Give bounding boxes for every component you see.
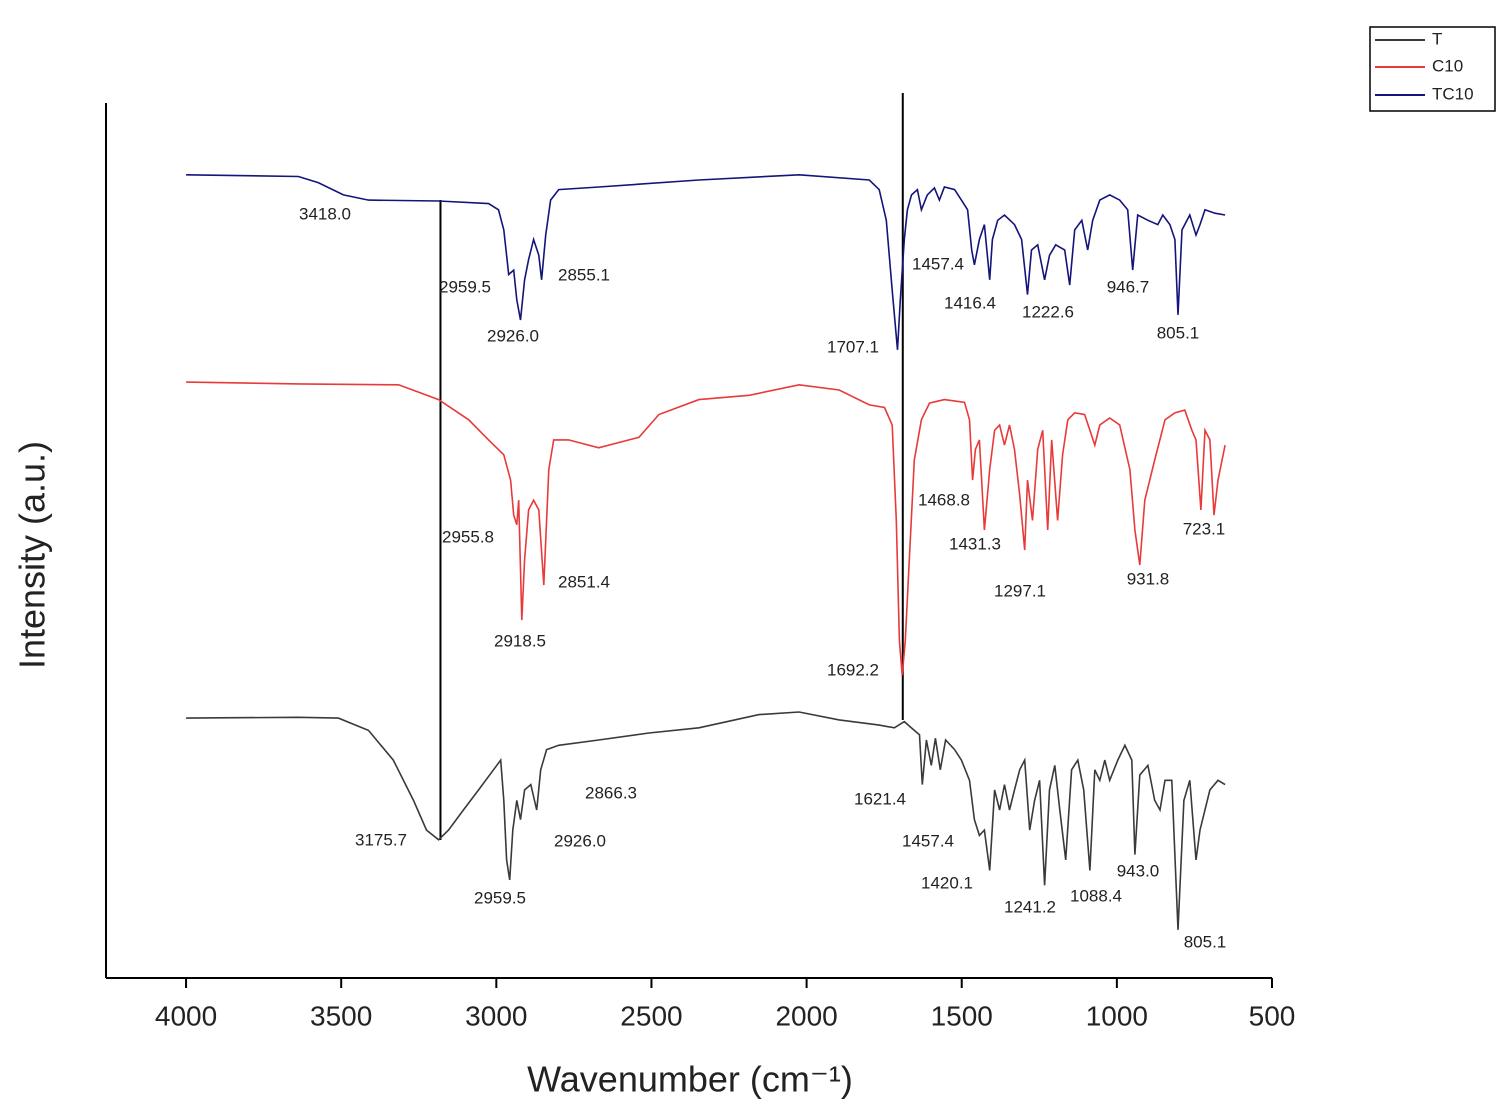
peak-label: 723.1 [1183, 519, 1226, 538]
peak-label: 1222.6 [1022, 302, 1074, 321]
spectrum-line [186, 381, 1226, 676]
peak-label: 1621.4 [854, 789, 906, 808]
peak-label: 1416.4 [944, 293, 996, 312]
x-tick-label: 2000 [775, 1000, 837, 1031]
x-tick-label: 500 [1249, 1000, 1296, 1031]
peak-label: 1420.1 [921, 873, 973, 892]
x-axis-title: Wavenumber (cm⁻¹) [527, 1059, 853, 1100]
spectrum-line [186, 711, 1226, 930]
peak-label: 2959.5 [474, 888, 526, 907]
peak-label: 2866.3 [585, 783, 637, 802]
legend-label: T [1432, 29, 1442, 48]
peak-label: 1431.3 [949, 534, 1001, 553]
peak-label: 1468.8 [918, 490, 970, 509]
peak-label: 931.8 [1127, 569, 1170, 588]
peak-label: 805.1 [1184, 932, 1227, 951]
peak-label: 3175.7 [355, 830, 407, 849]
x-tick-label: 3500 [310, 1000, 372, 1031]
peak-label: 3418.0 [299, 204, 351, 223]
peak-label: 2918.5 [494, 631, 546, 650]
peak-label: 2955.8 [442, 527, 494, 546]
peak-label: 1707.1 [827, 337, 879, 356]
x-tick-label: 1500 [931, 1000, 993, 1031]
peak-label: 1457.4 [912, 254, 964, 273]
legend-label: C10 [1432, 56, 1463, 75]
peak-label: 2959.5 [439, 277, 491, 296]
peak-label: 1088.4 [1070, 886, 1122, 905]
peak-label: 1297.1 [994, 581, 1046, 600]
peak-label: 946.7 [1107, 277, 1150, 296]
x-tick-label: 2500 [620, 1000, 682, 1031]
peak-label: 2855.1 [558, 265, 610, 284]
peak-label: 943.0 [1117, 861, 1160, 880]
peak-label: 2926.0 [487, 326, 539, 345]
x-tick-label: 4000 [155, 1000, 217, 1031]
peak-label: 805.1 [1157, 323, 1200, 342]
peak-label: 1241.2 [1004, 897, 1056, 916]
y-axis-title: Intensity (a.u.) [12, 441, 53, 669]
x-tick-label: 3000 [465, 1000, 527, 1031]
peak-label: 1457.4 [902, 831, 954, 850]
peak-label: 2851.4 [558, 572, 610, 591]
legend-label: TC10 [1432, 84, 1474, 103]
spectrum-line [186, 173, 1226, 350]
peak-label: 1692.2 [827, 660, 879, 679]
peak-label: 2926.0 [554, 831, 606, 850]
x-tick-label: 1000 [1086, 1000, 1148, 1031]
